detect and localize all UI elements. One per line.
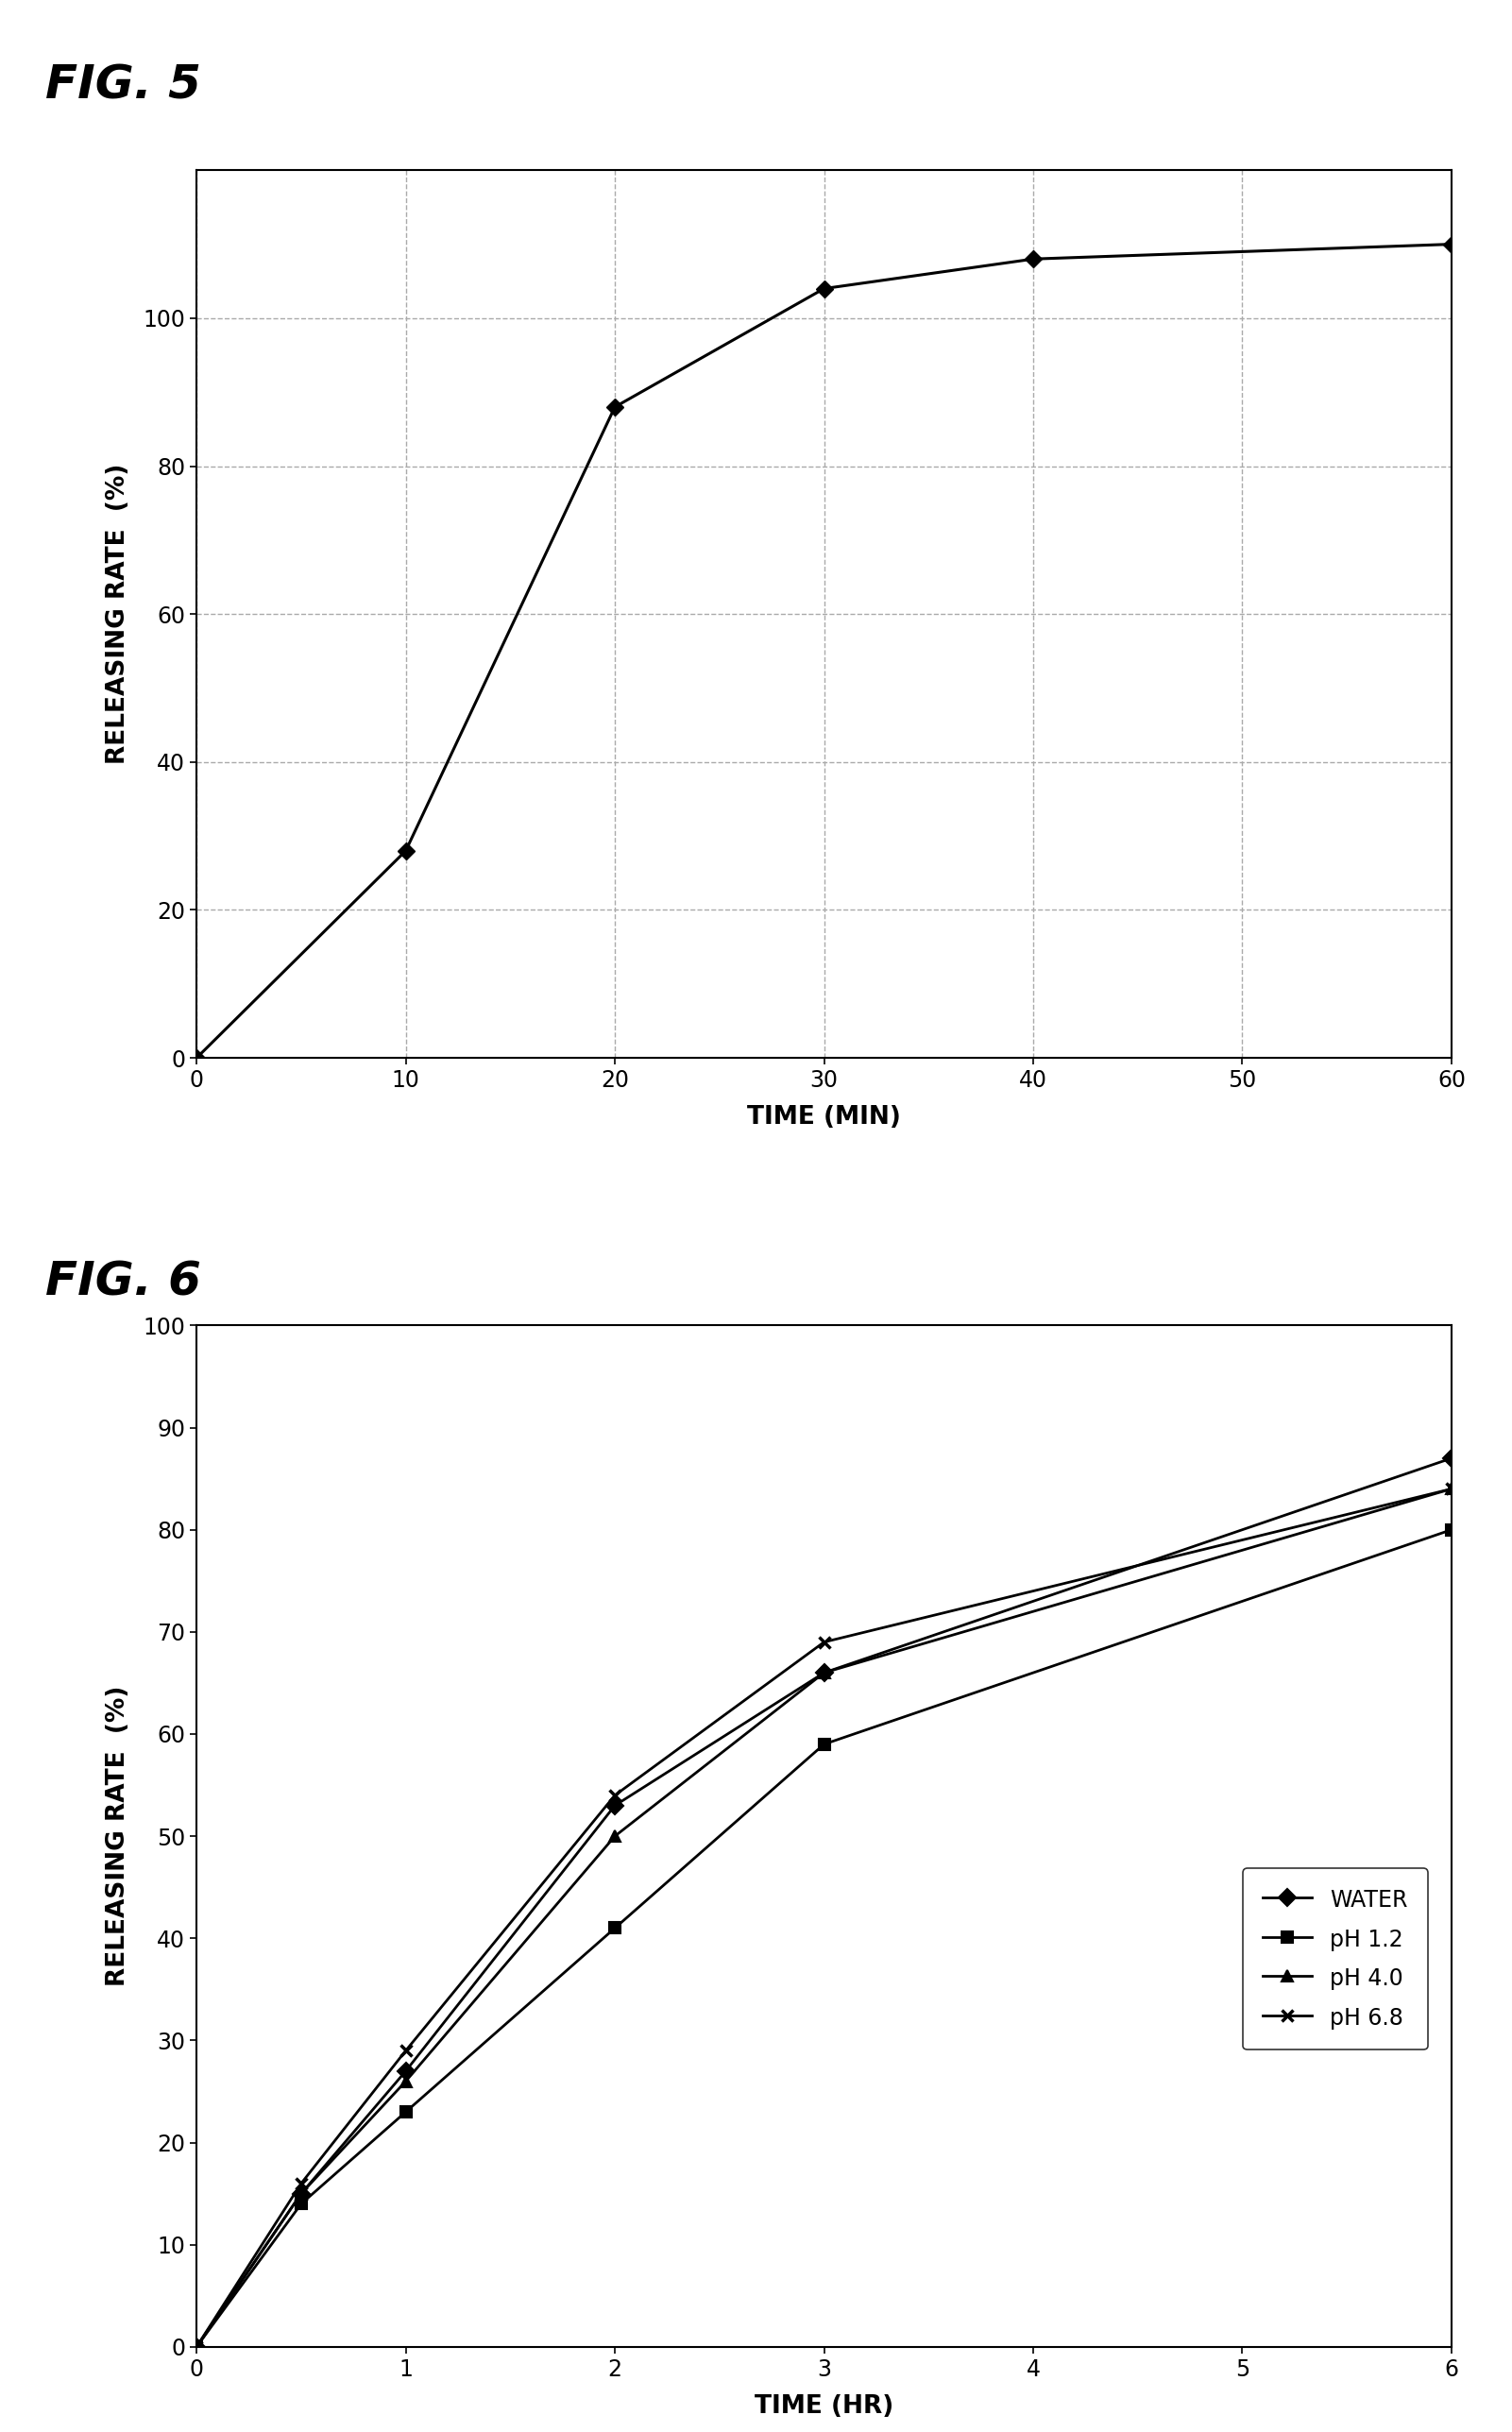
pH 4.0 [187,2332,206,2361]
pH 1.2 [187,2332,206,2361]
Text: FIG. 6: FIG. 6 [45,1260,201,1306]
WATER [396,2057,414,2087]
X-axis label: TIME (MIN): TIME (MIN) [747,1104,901,1128]
pH 6.8 [606,1780,624,1809]
pH 1.2 [292,2189,310,2218]
pH 4.0 [396,2067,414,2096]
pH 4.0 [292,2179,310,2208]
pH 1.2 [606,1914,624,1943]
pH 6.8 [396,2036,414,2065]
pH 6.8 [815,1627,833,1656]
pH 4.0 [1442,1474,1461,1503]
WATER [606,1790,624,1819]
pH 4.0 [606,1822,624,1851]
WATER [815,1659,833,1688]
Line: WATER: WATER [191,1452,1458,2352]
pH 4.0 [815,1659,833,1688]
pH 1.2 [1442,1515,1461,1544]
Legend: WATER, pH 1.2, pH 4.0, pH 6.8: WATER, pH 1.2, pH 4.0, pH 6.8 [1243,1868,1427,2050]
Line: pH 1.2: pH 1.2 [192,1525,1456,2352]
WATER [292,2179,310,2208]
WATER [1442,1445,1461,1474]
Line: pH 6.8: pH 6.8 [191,1484,1458,2352]
pH 1.2 [396,2096,414,2126]
Y-axis label: RELEASING RATE  (%): RELEASING RATE (%) [106,1685,130,1987]
pH 6.8 [187,2332,206,2361]
Y-axis label: RELEASING RATE  (%): RELEASING RATE (%) [106,465,130,764]
pH 6.8 [292,2169,310,2199]
Text: FIG. 5: FIG. 5 [45,63,201,109]
pH 6.8 [1442,1474,1461,1503]
Line: pH 4.0: pH 4.0 [191,1484,1458,2352]
X-axis label: TIME (HR): TIME (HR) [754,2393,894,2417]
WATER [187,2332,206,2361]
pH 1.2 [815,1729,833,1758]
